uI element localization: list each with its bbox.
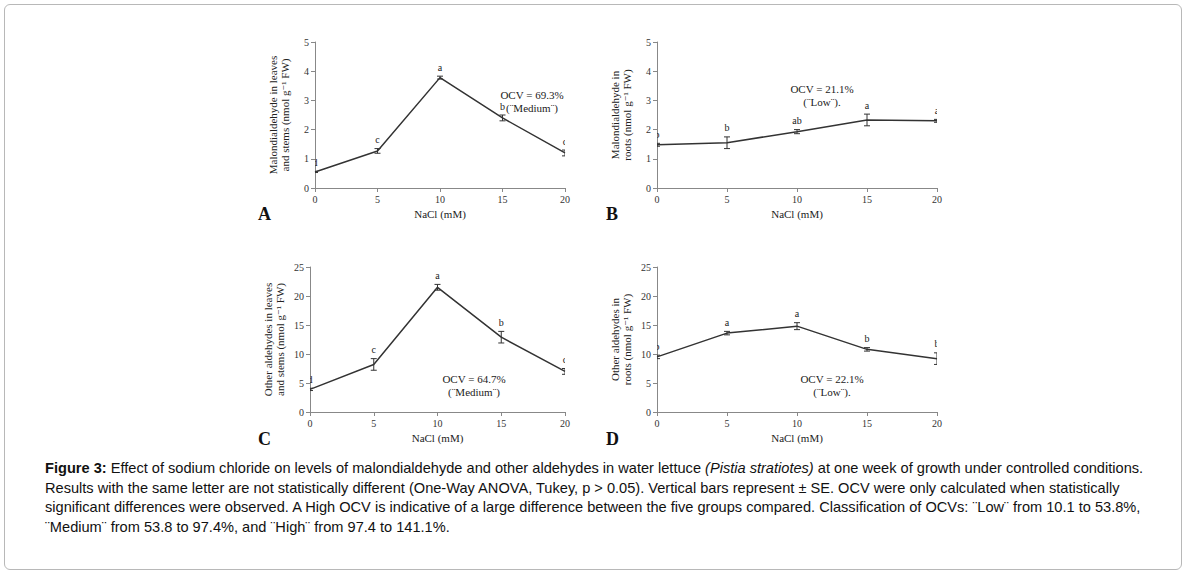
svg-text:0: 0 — [646, 183, 651, 194]
svg-text:NaCl (mM): NaCl (mM) — [412, 432, 464, 445]
svg-text:15: 15 — [294, 320, 304, 331]
svg-text:10: 10 — [792, 418, 802, 429]
svg-text:15: 15 — [498, 194, 508, 205]
svg-text:OCV = 22.1%: OCV = 22.1% — [800, 373, 863, 385]
svg-text:a: a — [865, 100, 870, 111]
svg-text:b: b — [655, 341, 660, 352]
svg-text:A: A — [258, 204, 271, 224]
svg-text:a: a — [795, 308, 800, 319]
svg-text:10: 10 — [641, 349, 651, 360]
svg-text:5: 5 — [299, 378, 304, 389]
svg-text:5: 5 — [646, 37, 651, 48]
svg-text:20: 20 — [294, 291, 304, 302]
svg-text:b: b — [725, 122, 730, 133]
svg-text:OCV = 69.3%: OCV = 69.3% — [500, 89, 563, 101]
svg-text:B: B — [606, 204, 618, 224]
svg-text:4: 4 — [646, 66, 651, 77]
svg-text:5: 5 — [725, 418, 730, 429]
svg-text:D: D — [606, 429, 619, 449]
svg-text:0: 0 — [313, 194, 318, 205]
svg-text:10: 10 — [435, 194, 445, 205]
svg-text:5: 5 — [646, 378, 651, 389]
svg-text:and stems (nmol g⁻¹ FW): and stems (nmol g⁻¹ FW) — [279, 58, 292, 171]
svg-text:5: 5 — [375, 194, 380, 205]
svg-text:and stems (nmol g⁻¹ FW): and stems (nmol g⁻¹ FW) — [274, 283, 287, 396]
svg-text:5: 5 — [725, 194, 730, 205]
svg-text:0: 0 — [646, 407, 651, 418]
svg-text:c: c — [375, 134, 380, 145]
svg-text:Malondialdehyde in leaves: Malondialdehyde in leaves — [267, 56, 279, 175]
svg-text:ab: ab — [792, 115, 801, 126]
svg-text:20: 20 — [560, 194, 570, 205]
svg-text:NaCl (mM): NaCl (mM) — [771, 208, 823, 221]
svg-text:10: 10 — [792, 194, 802, 205]
svg-text:3: 3 — [304, 95, 309, 106]
svg-text:3: 3 — [646, 95, 651, 106]
svg-text:(¨Low¨).: (¨Low¨). — [803, 96, 841, 109]
svg-text:10: 10 — [294, 349, 304, 360]
svg-text:25: 25 — [294, 262, 304, 273]
svg-text:b: b — [500, 101, 505, 112]
svg-text:a: a — [935, 105, 940, 116]
svg-text:0: 0 — [308, 418, 313, 429]
svg-text:25: 25 — [641, 262, 651, 273]
svg-text:1: 1 — [304, 153, 309, 164]
svg-text:20: 20 — [641, 291, 651, 302]
svg-text:0: 0 — [655, 418, 660, 429]
svg-text:15: 15 — [496, 418, 506, 429]
svg-text:a: a — [725, 317, 730, 328]
svg-text:b: b — [935, 338, 940, 349]
svg-text:a: a — [438, 62, 443, 73]
html-text:Figure 3: Effect of sodium chl: Figure 3: Effect of sodium chloride on l… — [45, 460, 1144, 535]
svg-text:b: b — [499, 317, 504, 328]
svg-text:1: 1 — [646, 153, 651, 164]
svg-text:C: C — [258, 429, 271, 449]
svg-text:c: c — [563, 354, 568, 365]
svg-text:OCV = 21.1%: OCV = 21.1% — [790, 83, 853, 95]
svg-text:roots (nmol g⁻¹ FW): roots (nmol g⁻¹ FW) — [621, 294, 634, 386]
svg-text:b: b — [865, 333, 870, 344]
svg-text:5: 5 — [371, 418, 376, 429]
svg-text:2: 2 — [304, 124, 309, 135]
svg-text:15: 15 — [641, 320, 651, 331]
svg-text:Malondialdehyde in: Malondialdehyde in — [609, 70, 621, 159]
svg-text:0: 0 — [299, 407, 304, 418]
svg-text:20: 20 — [932, 418, 942, 429]
svg-text:roots (nmol g⁻¹ FW): roots (nmol g⁻¹ FW) — [621, 69, 634, 161]
svg-text:a: a — [435, 270, 440, 281]
svg-text:Other aldehydes in leaves: Other aldehydes in leaves — [262, 283, 274, 396]
svg-text:5: 5 — [304, 37, 309, 48]
svg-text:(¨Medium¨): (¨Medium¨) — [506, 102, 558, 115]
svg-text:(¨Medium¨): (¨Medium¨) — [448, 386, 500, 399]
svg-text:15: 15 — [862, 418, 872, 429]
svg-text:c: c — [372, 344, 377, 355]
svg-text:0: 0 — [304, 183, 309, 194]
svg-text:20: 20 — [932, 194, 942, 205]
svg-text:c: c — [563, 136, 568, 147]
svg-text:OCV = 64.7%: OCV = 64.7% — [442, 373, 505, 385]
svg-text:b: b — [655, 129, 660, 140]
svg-text:15: 15 — [862, 194, 872, 205]
svg-text:10: 10 — [433, 418, 443, 429]
svg-text:Other aldehydes in: Other aldehydes in — [609, 297, 621, 381]
svg-text:2: 2 — [646, 124, 651, 135]
svg-text:d: d — [313, 157, 318, 168]
svg-text:0: 0 — [655, 194, 660, 205]
svg-text:d: d — [308, 374, 313, 385]
svg-text:NaCl (mM): NaCl (mM) — [771, 432, 823, 445]
svg-text:NaCl (mM): NaCl (mM) — [414, 208, 466, 221]
svg-text:4: 4 — [304, 66, 309, 77]
svg-text:20: 20 — [560, 418, 570, 429]
svg-text:(¨Low¨).: (¨Low¨). — [813, 386, 851, 399]
